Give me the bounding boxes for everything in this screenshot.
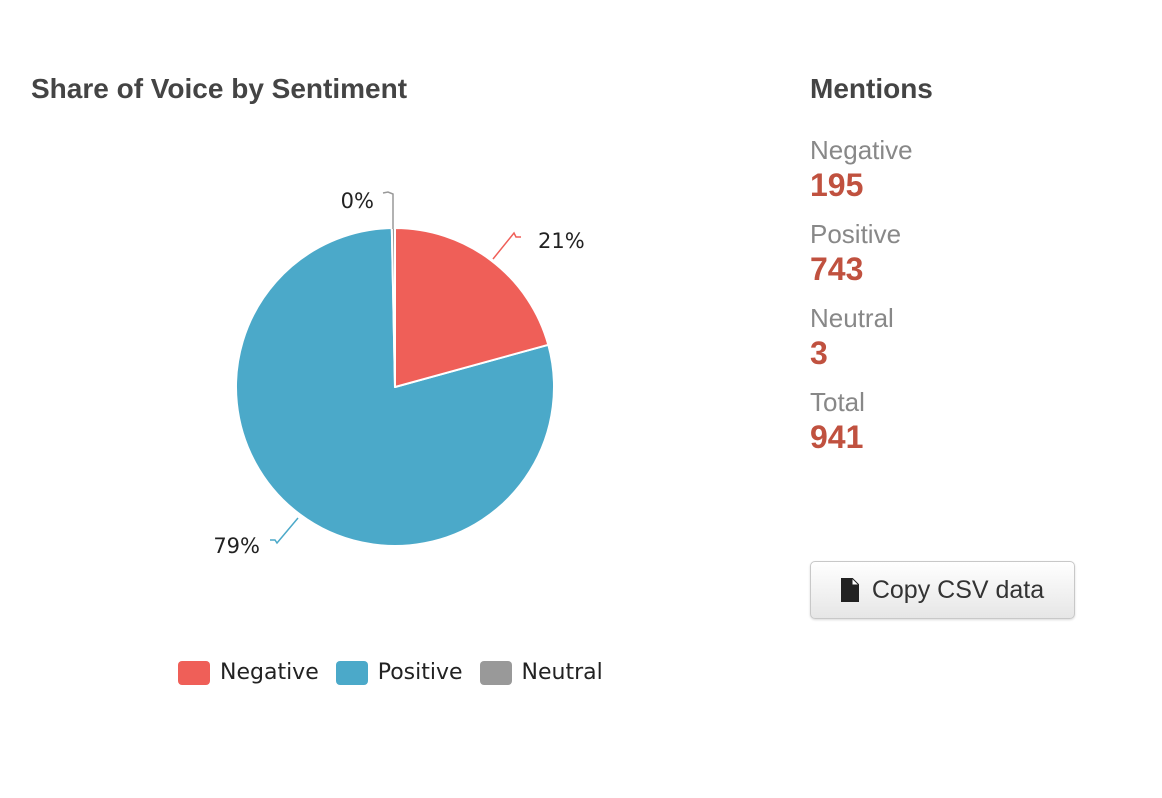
stat-label-total: Total — [810, 387, 865, 417]
stat-value-negative: 195 — [810, 167, 864, 203]
connector-negative — [492, 231, 521, 260]
chart-title: Share of Voice by Sentiment — [31, 73, 408, 104]
chart-legend: Negative Positive Neutral — [178, 660, 620, 685]
pie-connectors — [270, 191, 521, 545]
connector-positive — [270, 517, 299, 545]
stat-label-neutral: Neutral — [810, 303, 894, 333]
legend-item-negative[interactable]: Negative — [178, 660, 319, 685]
legend-swatch-negative — [178, 660, 210, 685]
copy-csv-button[interactable]: Copy CSV data — [810, 561, 1075, 619]
connector-neutral — [382, 191, 394, 229]
stat-label-negative: Negative — [810, 135, 913, 165]
legend-swatch-positive — [335, 660, 368, 685]
pie-label-positive: 79% — [213, 534, 260, 558]
legend-item-neutral[interactable]: Neutral — [479, 660, 603, 685]
document-icon — [840, 578, 859, 602]
mentions-title: Mentions — [810, 73, 933, 104]
pie-slices — [235, 227, 555, 547]
legend-label-positive: Positive — [377, 660, 463, 685]
copy-csv-label: Copy CSV data — [871, 575, 1045, 604]
pie-slice-negative[interactable] — [394, 227, 550, 388]
stat-value-positive: 743 — [810, 251, 864, 287]
legend-swatch-neutral — [479, 660, 512, 685]
pie-labels: 21% 79% 0% — [213, 189, 584, 558]
pie-label-neutral: 0% — [341, 189, 374, 213]
mentions-panel: Mentions Negative 195 Positive 743 Neutr… — [810, 73, 1130, 471]
stat-value-neutral: 3 — [810, 335, 828, 371]
stat-neutral: Neutral 3 — [810, 303, 1130, 373]
stat-value-total: 941 — [810, 419, 864, 455]
pie-chart: 21% 79% 0% — [213, 189, 584, 558]
stat-negative: Negative 195 — [810, 135, 1130, 205]
pie-label-negative: 21% — [538, 229, 585, 253]
stat-positive: Positive 743 — [810, 219, 1130, 289]
legend-label-negative: Negative — [220, 660, 319, 685]
legend-label-neutral: Neutral — [521, 660, 603, 685]
legend-item-positive[interactable]: Positive — [335, 660, 463, 685]
stat-label-positive: Positive — [810, 219, 902, 249]
stat-total: Total 941 — [810, 387, 1130, 457]
